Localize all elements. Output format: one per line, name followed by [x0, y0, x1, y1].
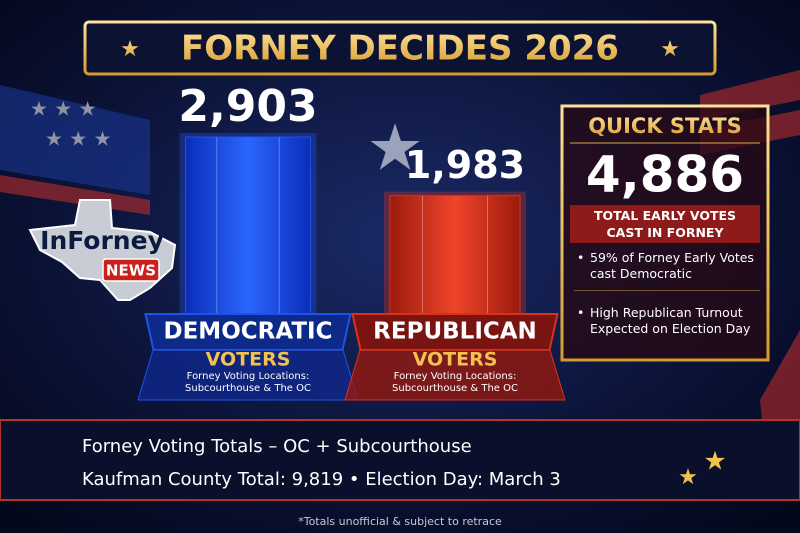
stats-total: 4,886 [586, 146, 744, 204]
title-star: ★ [660, 37, 680, 62]
logo-tag-box [102, 258, 160, 282]
stats-bullet: High Republican Turnout Expected on Elec… [574, 305, 760, 345]
category-label: REPUBLICAN [373, 319, 537, 345]
footer-line2: Kaufman County Total: 9,819 • Election D… [82, 469, 561, 490]
decor-star: ★ [366, 112, 423, 186]
stats-bullet: 59% of Forney Early Votes cast Democrati… [574, 250, 760, 291]
title-banner [83, 20, 717, 76]
note-wrap: Forney Voting Locations: Subcourthouse &… [185, 371, 311, 394]
category-note: Forney Voting Locations: Subcourthouse &… [392, 371, 518, 394]
caption-wrap: TOTAL EARLY VOTES CAST IN FORNEY [593, 208, 737, 240]
svg-text:★ ★ ★: ★ ★ ★ [45, 127, 112, 151]
svg-text:★ ★ ★: ★ ★ ★ [30, 97, 97, 121]
decor-star: ★ [678, 465, 698, 490]
category-sublabel: VOTERS [206, 349, 291, 371]
stats-bullets: 59% of Forney Early Votes cast Democrati… [574, 250, 760, 359]
category-label: DEMOCRATIC [164, 319, 333, 345]
footer-note: *Totals unofficial & subject to retrace [298, 515, 502, 528]
value-label: 2,903 [178, 81, 317, 132]
category-sublabel: VOTERS [413, 349, 498, 371]
footer-line1: Forney Voting Totals – OC + Subcourthous… [82, 436, 472, 457]
caption-box [570, 205, 760, 243]
decor-star: ★ [703, 447, 726, 477]
stats-title: QUICK STATS [588, 114, 742, 138]
stats-caption: TOTAL EARLY VOTES CAST IN FORNEY [593, 208, 737, 240]
footer-band [0, 419, 800, 501]
title-star: ★ [120, 37, 140, 62]
logo-tag: NEWS [106, 262, 156, 280]
flag-left: ★ ★ ★ ★ ★ ★ [0, 85, 150, 215]
category-note: Forney Voting Locations: Subcourthouse &… [185, 371, 311, 394]
logo-name: InForney [40, 226, 164, 255]
title: FORNEY DECIDES 2026 [181, 29, 619, 69]
value-label: 1,983 [405, 143, 525, 187]
note-wrap: Forney Voting Locations: Subcourthouse &… [392, 371, 518, 394]
bar [389, 195, 521, 323]
sub-box [344, 349, 566, 401]
bar [185, 136, 311, 323]
